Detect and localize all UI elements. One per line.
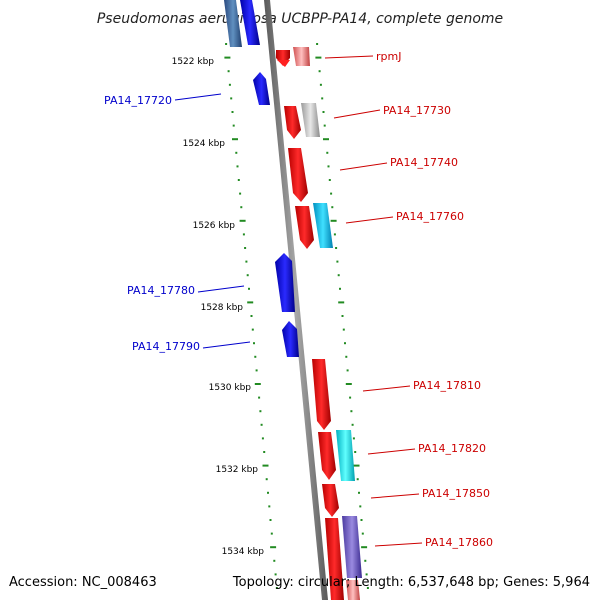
leader-line: [339, 162, 388, 171]
gene-label-rpmj: rpmJ: [376, 50, 401, 63]
kbp-label: 1534 kbp: [222, 547, 265, 557]
accession-text: Accession: NC_008463: [9, 575, 157, 590]
gene-arrow-pa14-17790: [282, 321, 299, 357]
genome-summary-text: Topology: circular; Length: 6,537,648 bp…: [232, 575, 590, 590]
leader-line: [370, 493, 420, 499]
outer-tick-ring: [315, 43, 369, 589]
kbp-labels: 1522 kbp 1524 kbp 1526 kbp 1528 kbp 1530…: [172, 57, 265, 557]
gene-label-pa14-17850: PA14_17850: [422, 487, 490, 500]
gene-label-pa14-17740: PA14_17740: [390, 156, 458, 169]
leader-line: [374, 542, 423, 547]
leader-line: [174, 93, 222, 101]
gene-arrow-reverse-top: [240, 0, 260, 45]
gene-arrow-bottom: [346, 580, 360, 600]
leader-line: [362, 385, 411, 392]
kbp-label: 1524 kbp: [183, 139, 226, 149]
gene-arrow-purple: [342, 516, 362, 578]
gene-arrow-pa14-17810: [312, 359, 331, 430]
gene-label-pa14-17810: PA14_17810: [413, 379, 481, 392]
leader-line: [367, 448, 416, 455]
gene-arrow-pa14-17860: [325, 518, 344, 600]
gene-label-pa14-17760: PA14_17760: [396, 210, 464, 223]
gene-label-pa14-17820: PA14_17820: [418, 442, 486, 455]
leader-line: [324, 55, 374, 59]
leader-line: [333, 109, 381, 119]
gene-arrow-rpmj-small: [277, 60, 290, 67]
kbp-label: 1526 kbp: [193, 221, 236, 231]
kbp-label: 1522 kbp: [172, 57, 215, 67]
gene-arrow-pa14-17760: [295, 206, 314, 249]
leader-line: [197, 285, 245, 293]
gene-arrow-grey: [301, 103, 320, 137]
gene-label-pa14-17860: PA14_17860: [425, 536, 493, 549]
genome-backbone: [264, 0, 328, 600]
gene-arrow-pa14-17820: [318, 432, 336, 480]
map-title: Pseudomonas aeruginosa UCBPP-PA14, compl…: [97, 11, 503, 27]
gene-label-pa14-17720: PA14_17720: [104, 94, 172, 107]
kbp-label: 1528 kbp: [201, 303, 244, 313]
gene-arrow-cyan-2: [336, 430, 355, 481]
gene-arrow-pa14-17730: [284, 106, 301, 139]
gene-arrow-cyan: [313, 203, 333, 248]
gene-arrow-pa14-17740: [288, 148, 308, 202]
gene-arrow-steel-top: [224, 0, 242, 47]
gene-labels: rpmJ PA14_17730 PA14_17740 PA14_17760 PA…: [104, 50, 493, 549]
gene-label-pa14-17730: PA14_17730: [383, 104, 451, 117]
leader-line: [202, 341, 251, 349]
gene-label-pa14-17780: PA14_17780: [127, 284, 195, 297]
gene-label-pa14-17790: PA14_17790: [132, 340, 200, 353]
leader-lines: [174, 55, 423, 547]
gene-arrow-pa14-17780: [275, 253, 295, 312]
inner-tick-ring: [224, 43, 278, 589]
reverse-strand-genes: [224, 0, 299, 357]
gene-arrow-pink: [293, 47, 310, 66]
leader-line: [345, 216, 394, 224]
kbp-label: 1530 kbp: [209, 383, 252, 393]
kbp-label: 1532 kbp: [216, 465, 259, 475]
gene-arrow-pa14-17850: [322, 484, 339, 517]
forward-strand-genes: [276, 47, 362, 600]
gene-arrow-pa14-17720: [253, 72, 270, 105]
